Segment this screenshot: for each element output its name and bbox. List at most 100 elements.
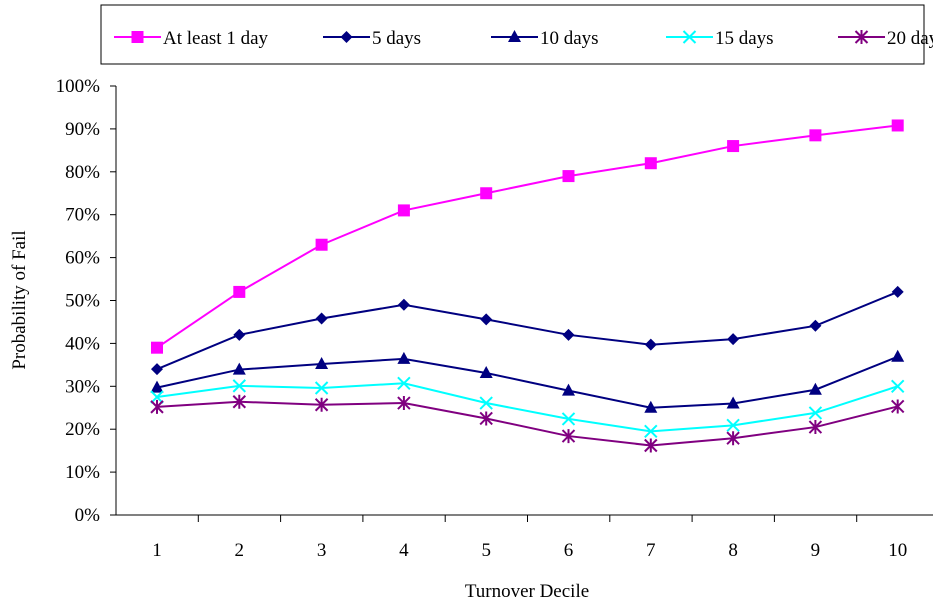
legend-label: At least 1 day	[163, 28, 269, 49]
data-point	[397, 376, 411, 391]
data-point	[314, 397, 329, 412]
legend-item: 15 days	[666, 28, 774, 49]
series-line	[156, 124, 898, 349]
data-point	[644, 438, 658, 453]
x-axis-ticks: 1 2 3 4 5 6 7 8 9 10	[152, 515, 907, 561]
series-4	[150, 376, 905, 439]
data-point	[479, 366, 493, 379]
legend-marker	[854, 30, 869, 44]
data-point	[644, 157, 657, 170]
data-point	[726, 396, 740, 409]
y-tick-label: 60%	[65, 248, 100, 269]
legend-item: At least 1 day	[114, 28, 269, 49]
data-point	[233, 285, 246, 298]
data-point	[891, 119, 904, 132]
data-point	[808, 406, 823, 420]
y-axis-ticks: 0% 10% 20% 30% 40% 50% 60% 70% 80% 90% 100%	[56, 76, 116, 526]
data-point	[809, 129, 822, 142]
y-tick-label: 30%	[65, 376, 100, 397]
data-point	[314, 381, 329, 395]
series-5	[150, 394, 905, 453]
data-point	[397, 396, 411, 411]
data-point	[644, 400, 658, 413]
legend-item: 20 days	[838, 28, 933, 49]
legend-marker	[682, 30, 697, 44]
y-tick-label: 10%	[65, 462, 100, 483]
y-tick-label: 40%	[65, 333, 100, 354]
data-point	[808, 420, 823, 435]
data-point	[561, 429, 576, 444]
data-point	[232, 379, 247, 393]
data-point	[809, 319, 822, 332]
x-tick-label: 6	[564, 540, 574, 561]
x-tick-label: 10	[888, 540, 907, 561]
x-tick-label: 1	[152, 540, 162, 561]
data-point	[562, 383, 575, 396]
data-point	[727, 140, 740, 153]
data-point	[890, 379, 905, 394]
series-3	[150, 349, 905, 413]
legend-label: 15 days	[715, 28, 774, 49]
x-axis-label: Turnover Decile	[465, 581, 589, 602]
y-tick-label: 20%	[65, 419, 100, 440]
data-point	[315, 238, 328, 251]
y-axis-label: Probability of Fail	[9, 230, 30, 369]
data-point	[150, 399, 164, 414]
data-point	[232, 394, 247, 409]
data-point	[233, 328, 246, 341]
data-point	[727, 333, 740, 346]
data-point	[315, 356, 329, 369]
data-point	[479, 411, 493, 426]
legend-marker	[131, 31, 144, 43]
series-1	[151, 119, 904, 354]
data-point	[561, 412, 576, 426]
x-tick-label: 5	[481, 540, 491, 561]
data-point	[726, 418, 740, 433]
legend-marker	[340, 31, 353, 43]
data-point	[562, 328, 575, 341]
data-point	[562, 170, 575, 183]
series-line	[156, 290, 899, 371]
series-line	[156, 355, 899, 409]
data-point	[644, 338, 657, 351]
x-tick-label: 3	[317, 540, 327, 561]
data-point	[480, 187, 493, 200]
x-tick-label: 2	[235, 540, 245, 561]
legend-item: 5 days	[323, 28, 421, 49]
data-point	[150, 390, 164, 404]
legend-label: 20 days	[887, 28, 933, 49]
data-point	[890, 399, 905, 414]
data-point	[232, 362, 246, 375]
y-tick-label: 80%	[65, 162, 100, 183]
legend-label: 10 days	[540, 28, 599, 49]
y-tick-label: 0%	[75, 505, 101, 526]
data-point	[891, 349, 905, 362]
series-2	[151, 285, 904, 376]
series-group	[150, 119, 905, 453]
data-point	[315, 312, 328, 325]
series-line	[156, 400, 898, 447]
data-point	[397, 351, 411, 364]
y-tick-label: 90%	[65, 119, 100, 140]
legend-label: 5 days	[372, 28, 421, 49]
data-point	[808, 382, 822, 395]
data-point	[726, 431, 740, 446]
data-point	[644, 424, 658, 439]
x-tick-label: 9	[811, 540, 821, 561]
data-point	[891, 285, 904, 298]
y-tick-label: 50%	[65, 291, 100, 312]
data-point	[480, 313, 493, 326]
data-point	[151, 363, 163, 376]
data-point	[150, 380, 164, 393]
x-tick-label: 8	[728, 540, 738, 561]
series-line	[156, 382, 899, 433]
x-tick-label: 4	[399, 540, 409, 561]
data-point	[479, 396, 493, 410]
legend-marker	[508, 30, 521, 42]
data-point	[151, 341, 163, 354]
x-tick-label: 7	[646, 540, 656, 561]
data-point	[397, 298, 410, 311]
y-tick-label: 70%	[65, 205, 100, 226]
legend-item: 10 days	[491, 28, 599, 49]
